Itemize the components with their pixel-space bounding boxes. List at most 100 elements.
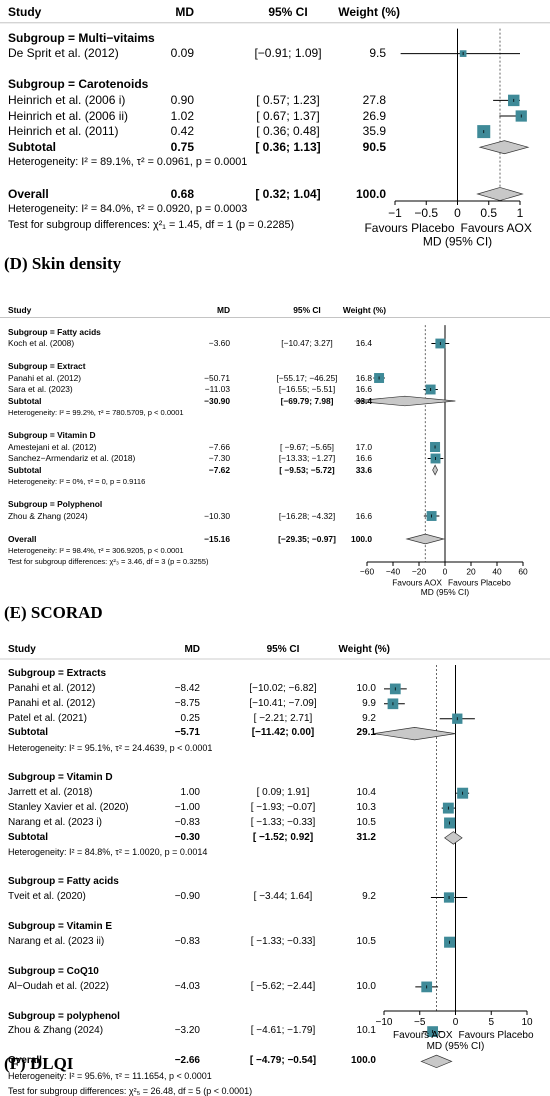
study-weight: 16.6 (355, 510, 372, 521)
study-weight: 16.8 (355, 372, 372, 383)
x-tick-label: 20 (466, 566, 476, 576)
study-ci: [−13.33; −1.27] (278, 453, 336, 464)
favours-left-label: Favours AOX (392, 578, 442, 588)
x-tick-label: 1 (517, 206, 524, 220)
study-md: −7.66 (208, 441, 230, 452)
overall-md: 0.68 (170, 186, 194, 201)
study-weight: 10.0 (356, 682, 376, 694)
study-ci: [ −3.44; 1.64] (253, 891, 313, 903)
header-weight: Weight (%) (338, 643, 390, 655)
header-ci: 95% CI (266, 643, 300, 655)
x-tick-label: 60 (518, 566, 528, 576)
study-md: −8.75 (174, 697, 200, 709)
study-md: −1.00 (174, 801, 200, 813)
study-weight: 16.6 (355, 384, 372, 395)
overall-weight: 100.0 (350, 1055, 376, 1067)
favours-left-label: Favours AOX (393, 1030, 453, 1041)
overall-md: −15.16 (204, 533, 230, 544)
x-axis-title: MD (95% CI) (427, 1041, 485, 1052)
x-axis-title: MD (95% CI) (423, 234, 492, 248)
panel-label-dlqi: (F) DLQI (4, 1054, 74, 1073)
study-md: 1.02 (170, 108, 194, 123)
study-weight: 10.5 (356, 936, 376, 947)
favours-left-label: Favours Placebo (364, 221, 454, 235)
x-tick-label: −40 (386, 566, 401, 576)
x-tick-label: −5 (414, 1017, 426, 1028)
x-axis-title: MD (95% CI) (421, 587, 470, 597)
overall-label: Overall (8, 1055, 42, 1067)
favours-right-label: Favours Placebo (448, 578, 511, 588)
study-label: Panahi et al. (2012) (8, 697, 96, 709)
overall-md: −2.66 (174, 1055, 200, 1067)
study-ci: [ −1.93; −0.07] (250, 801, 316, 813)
x-tick-label: 0 (443, 566, 448, 576)
overall-label: Overall (8, 533, 37, 544)
subgroup-heading: Subgroup = Polyphenol (8, 499, 103, 510)
subgroup-heading: Subgroup = polyphenol (8, 1010, 120, 1022)
study-md: −7.30 (208, 453, 230, 464)
study-md: −3.60 (208, 338, 230, 349)
x-tick-label: 5 (488, 1017, 494, 1028)
subtotal-ci: [ −1.52; 0.92] (252, 831, 314, 843)
study-ci: [ −1.33; −0.33] (250, 816, 316, 828)
subtotal-diamond (478, 140, 530, 155)
x-tick-label: −1 (388, 206, 402, 220)
overall-ci: [ 0.32; 1.04] (255, 186, 321, 201)
heterogeneity-note: Heterogeneity: I² = 0%, τ² = 0, p = 0.91… (8, 476, 146, 486)
study-label: De Sprit et al. (2012) (8, 46, 119, 61)
subtotal-diamond (373, 726, 456, 741)
subtotal-weight: 31.2 (356, 831, 376, 843)
study-md: 0.09 (170, 46, 194, 61)
study-label: Amestejani et al. (2012) (8, 441, 97, 452)
study-ci: [ 0.36; 0.48] (256, 124, 320, 139)
heterogeneity-note: Test for subgroup differences: χ²₅ = 26.… (8, 1085, 253, 1096)
study-label: Zhou & Zhang (2024) (8, 510, 88, 521)
study-md: −50.71 (204, 372, 230, 383)
heterogeneity-note: Heterogeneity: I² = 98.4%, τ² = 306.9205… (8, 545, 184, 555)
study-ci: [−16.28; −4.32] (278, 510, 336, 521)
study-ci: [ 0.67; 1.37] (256, 108, 320, 123)
study-label: Heinrich et al. (2011) (8, 124, 119, 139)
subgroup-heading: Subgroup = Fatty acids (8, 876, 119, 888)
study-label: Narang et al. (2023 ii) (8, 936, 105, 947)
x-tick-label: 0 (453, 1017, 459, 1028)
subgroup-heading: Subgroup = Vitamin D (8, 772, 113, 784)
study-md: 0.25 (180, 712, 200, 724)
study-md: −11.03 (204, 384, 230, 395)
x-tick-label: −10 (376, 1017, 393, 1028)
subtotal-label: Subtotal (8, 831, 48, 843)
header-ci: 95% CI (268, 4, 308, 19)
study-ci: [ 0.57; 1.23] (256, 92, 320, 107)
subgroup-heading: Subgroup = Multi−vitaims (8, 30, 155, 45)
subtotal-md: −30.90 (204, 395, 230, 406)
subtotal-ci: [−11.42; 0.00] (251, 727, 315, 739)
study-weight: 16.6 (355, 453, 372, 464)
subgroup-heading: Subgroup = Vitamin D (8, 430, 96, 441)
subtotal-md: 0.75 (170, 139, 194, 154)
heterogeneity-note: Heterogeneity: I² = 84.0%, τ² = 0.0920, … (8, 202, 248, 215)
study-weight: 9.2 (362, 712, 376, 724)
study-md: −0.83 (174, 816, 200, 828)
study-label: Koch et al. (2008) (8, 338, 75, 349)
subtotal-md: −7.62 (208, 464, 230, 475)
study-md: −0.90 (174, 891, 200, 903)
x-tick-label: 10 (521, 1017, 533, 1028)
study-weight: 10.4 (356, 787, 376, 798)
header-md: MD (175, 4, 194, 19)
panel-label-skin-density: (D) Skin density (4, 254, 122, 273)
study-md: −8.42 (174, 682, 200, 694)
study-weight: 16.4 (355, 338, 372, 349)
study-label: Stanley Xavier et al. (2020) (8, 801, 129, 813)
overall-weight: 100.0 (351, 533, 372, 544)
forest-plot-panel-scorad: −10 −5 0 5 10 Favours AOX Favours Placebo MD (9… (0, 638, 550, 1096)
x-tick-label: 0 (454, 206, 461, 220)
study-weight: 35.9 (362, 124, 386, 139)
favours-right-label: Favours Placebo (459, 1030, 534, 1041)
header-md: MD (184, 643, 200, 655)
forest-plot-panel-1: −1 −0.5 0 0.5 1 Favours Placebo Favours AOX MD … (0, 0, 550, 250)
study-label: Jarrett et al. (2018) (8, 787, 93, 798)
study-weight: 10.0 (356, 980, 376, 992)
study-md: 0.90 (170, 92, 194, 107)
study-md: −4.03 (174, 980, 200, 992)
